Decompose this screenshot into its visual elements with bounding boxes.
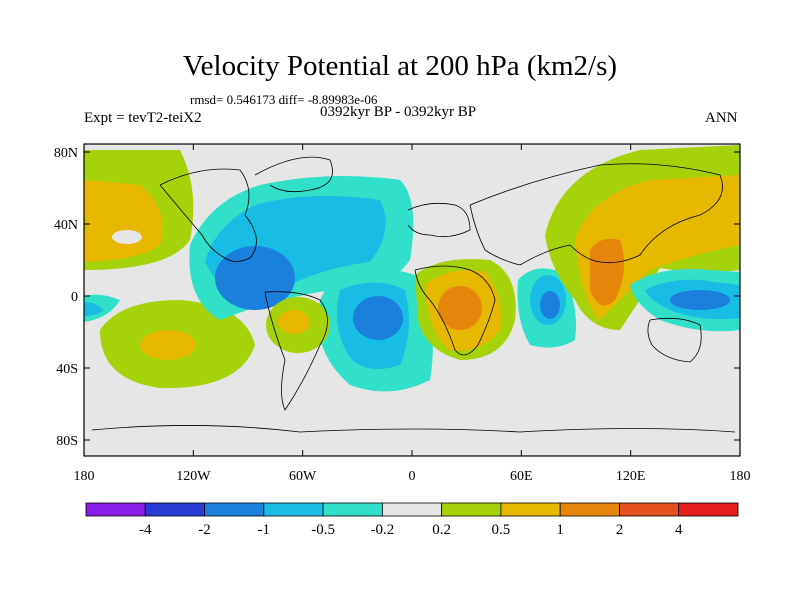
colorbar-swatch bbox=[441, 502, 502, 517]
lat-tick-label: 40S bbox=[56, 362, 78, 377]
lon-tick-label: 60W bbox=[289, 469, 317, 484]
colorbar-label: 0.5 bbox=[492, 522, 511, 538]
colorbar-swatch bbox=[263, 502, 324, 517]
colorbar-swatch bbox=[144, 502, 205, 517]
colorbar-swatch bbox=[381, 502, 443, 517]
colorbar-label: 1 bbox=[556, 522, 564, 538]
colorbar-label: 2 bbox=[616, 522, 624, 538]
colorbar-label: -4 bbox=[139, 522, 152, 538]
lon-tick-label: 60E bbox=[510, 469, 533, 484]
colorbar-swatch bbox=[619, 502, 680, 517]
coastlines bbox=[91, 156, 736, 433]
lon-tick-label: 0 bbox=[409, 469, 416, 484]
colorbar-swatch bbox=[678, 502, 739, 517]
colorbar-label: 0.2 bbox=[432, 522, 451, 538]
colorbar-label: -2 bbox=[198, 522, 211, 538]
lon-tick-label: 120W bbox=[176, 469, 211, 484]
colorbar: -4 -2 -1 -0.5 -0.2 0.2 0.5 1 2 4 bbox=[85, 502, 739, 538]
colorbar-label: -0.5 bbox=[311, 522, 335, 538]
lon-tick-label: 180 bbox=[74, 469, 95, 484]
contour-field bbox=[84, 144, 740, 456]
season-label: ANN bbox=[705, 110, 738, 126]
lat-tick-group: 80N 40N 0 40S 80S bbox=[54, 146, 740, 449]
lon-tick-group: 180 120W 60W 0 60E 120E 180 bbox=[74, 144, 751, 484]
lon-tick-label: 180 bbox=[730, 469, 751, 484]
colorbar-label: -1 bbox=[258, 522, 271, 538]
colorbar-swatch bbox=[85, 502, 146, 517]
colorbar-swatch bbox=[500, 502, 561, 517]
colorbar-label: -0.2 bbox=[370, 522, 394, 538]
lat-tick-label: 80N bbox=[54, 146, 78, 161]
lat-tick-label: 0 bbox=[71, 290, 78, 305]
period-label: 0392kyr BP - 0392kyr BP bbox=[320, 104, 477, 120]
colorbar-label: 4 bbox=[675, 522, 683, 538]
stats-label: rmsd= 0.546173 diff= -8.89983e-06 bbox=[190, 92, 378, 107]
lat-tick-label: 80S bbox=[56, 434, 78, 449]
lon-tick-label: 120E bbox=[616, 469, 646, 484]
colorbar-swatch bbox=[322, 502, 383, 517]
colorbar-swatch bbox=[204, 502, 265, 517]
lat-tick-label: 40N bbox=[54, 218, 78, 233]
experiment-label: Expt = tevT2-teiX2 bbox=[84, 110, 202, 126]
map-title: Velocity Potential at 200 hPa (km2/s) bbox=[182, 50, 618, 82]
colorbar-swatch bbox=[559, 502, 620, 517]
